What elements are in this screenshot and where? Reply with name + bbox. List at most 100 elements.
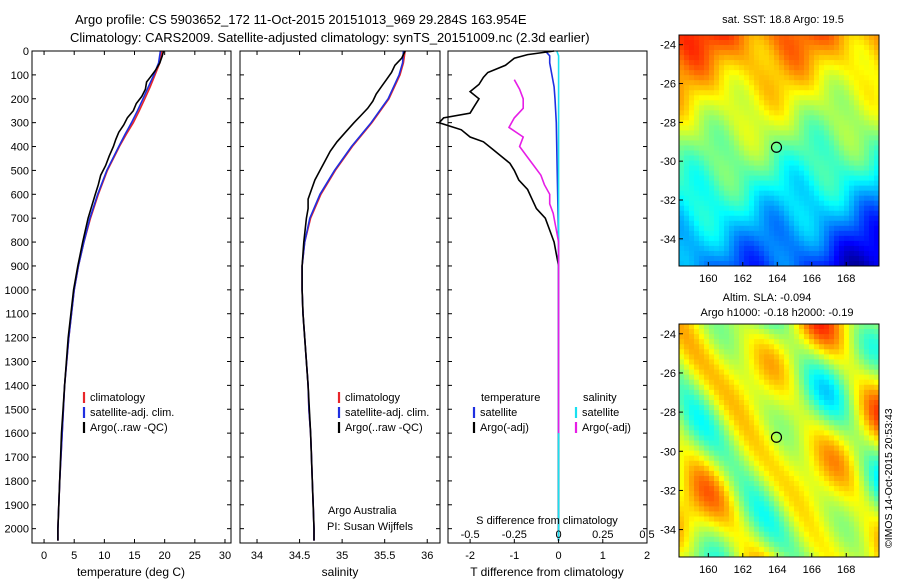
map-cell [694, 506, 700, 512]
map-cell [734, 425, 740, 431]
map-cell [854, 541, 860, 548]
map-cell [859, 260, 865, 267]
map-cell [809, 110, 815, 116]
map-cell [719, 135, 725, 141]
map-cell [744, 100, 750, 106]
map-cell [864, 130, 870, 136]
map-cell [754, 430, 760, 436]
map-cell [794, 415, 800, 421]
map-cell [684, 90, 690, 96]
map-cell [859, 425, 865, 431]
map-cell [769, 425, 775, 431]
map-cell [704, 110, 710, 116]
map-cell [839, 379, 845, 386]
map-cell [834, 435, 840, 441]
map-ytick-label: -30 [660, 446, 676, 458]
map-cell [709, 110, 715, 116]
map-cell [729, 440, 735, 446]
map-cell [819, 200, 825, 207]
map-cell [839, 175, 845, 182]
map-cell [759, 374, 765, 381]
map-cell [734, 364, 740, 370]
map-cell [744, 95, 750, 101]
map-cell [759, 405, 765, 411]
map-cell [844, 435, 850, 441]
map-cell [814, 185, 820, 192]
map-cell [804, 250, 810, 257]
map-cell [679, 55, 685, 61]
map-cell [704, 100, 710, 106]
map-cell [869, 440, 875, 446]
map-cell [869, 334, 875, 340]
map-cell [764, 460, 770, 467]
map-cell [819, 491, 825, 497]
map-cell [759, 491, 765, 497]
map-cell [739, 180, 745, 187]
map-cell [794, 389, 800, 396]
map-cell [819, 354, 825, 360]
map-cell [869, 425, 875, 431]
map-cell [684, 410, 690, 416]
map-cell [784, 45, 790, 51]
map-cell [709, 50, 715, 56]
map-cell [814, 379, 820, 386]
map-cell [689, 440, 695, 446]
map-cell [814, 175, 820, 182]
map-cell [739, 95, 745, 101]
map-cell [869, 105, 875, 111]
map-cell [729, 491, 735, 497]
map-cell [719, 85, 725, 91]
map-cell [764, 410, 770, 416]
map-cell [729, 379, 735, 386]
map-cell [844, 410, 850, 416]
map-cell [809, 440, 815, 446]
map-cell [809, 100, 815, 106]
map-cell [804, 339, 810, 345]
map-cell [729, 410, 735, 416]
map-cell [739, 245, 745, 252]
map-cell [749, 501, 755, 507]
map-cell [874, 324, 880, 330]
map-cell [759, 150, 765, 156]
map-cell [784, 415, 790, 421]
map-cell [749, 35, 755, 41]
map-cell [694, 486, 700, 492]
map-cell [864, 145, 870, 151]
map-cell [844, 445, 850, 452]
map-cell [734, 190, 740, 197]
map-cell [784, 205, 790, 212]
map-cell [874, 175, 880, 182]
map-cell [749, 496, 755, 502]
map-cell [819, 410, 825, 416]
map-cell [694, 200, 700, 207]
salinity-legend-label: satellite-adj. clim. [345, 407, 429, 419]
map-cell [754, 344, 760, 350]
map-cell [749, 536, 755, 543]
map-cell [769, 486, 775, 492]
map-cell [684, 100, 690, 106]
map-cell [834, 75, 840, 81]
map-cell [764, 394, 770, 401]
map-cell [854, 521, 860, 528]
map-cell [744, 551, 750, 558]
map-cell [709, 531, 715, 538]
depth-tick-label: 200 [11, 94, 29, 106]
map-cell [839, 455, 845, 462]
map-cell [819, 445, 825, 452]
map-cell [744, 255, 750, 262]
map-cell [774, 481, 780, 487]
map-cell [849, 405, 855, 411]
map-cell [844, 190, 850, 197]
map-cell [869, 364, 875, 370]
map-cell [784, 125, 790, 131]
map-cell [804, 486, 810, 492]
map-cell [809, 125, 815, 131]
map-cell [779, 180, 785, 187]
map-cell [689, 546, 695, 553]
map-cell [814, 200, 820, 207]
map-cell [749, 491, 755, 497]
map-cell [719, 150, 725, 156]
map-cell [754, 425, 760, 431]
map-cell [814, 75, 820, 81]
map-cell [844, 460, 850, 467]
